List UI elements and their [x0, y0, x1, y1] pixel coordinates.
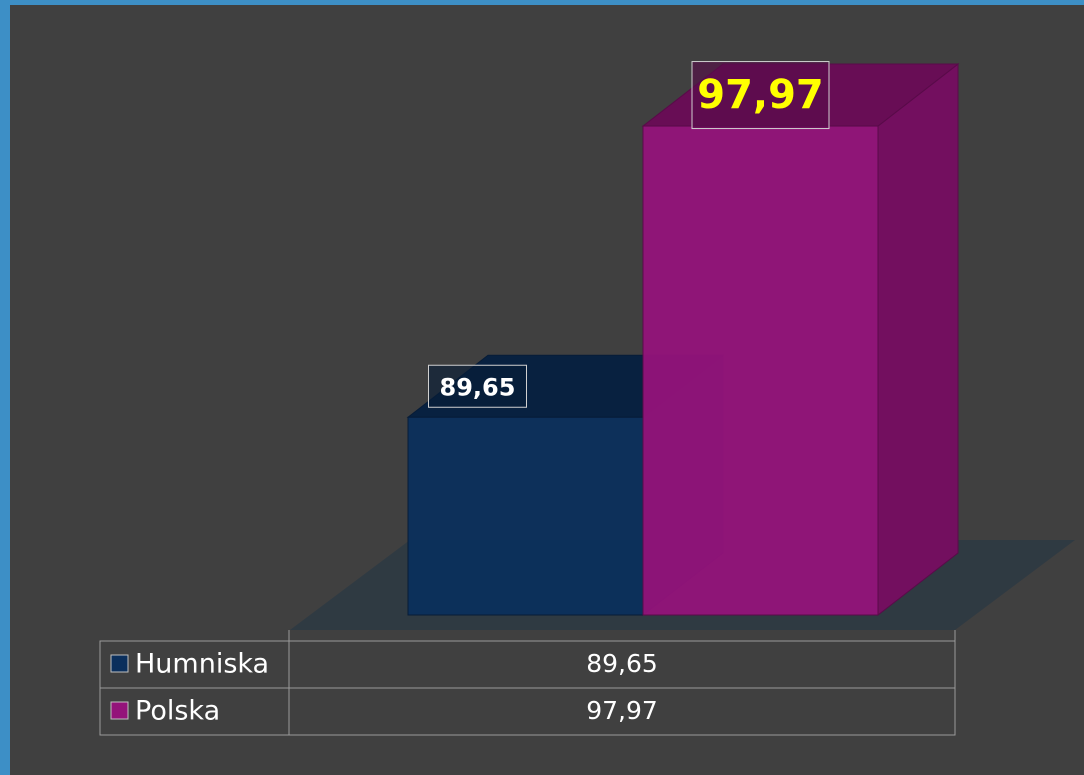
bar — [642, 125, 879, 616]
value-label-box — [691, 61, 830, 130]
value-label: 97,97 — [697, 72, 824, 118]
legend-label: Polska — [135, 696, 220, 727]
value-label-box — [428, 364, 527, 408]
legend-swatch — [110, 701, 129, 720]
legend-swatch — [110, 654, 129, 673]
data-table — [99, 630, 956, 736]
table-value: 89,65 — [586, 649, 658, 678]
bar-side — [877, 63, 959, 617]
table-value: 97,97 — [586, 696, 658, 725]
legend-label: Humniska — [135, 649, 269, 680]
bar — [407, 416, 644, 616]
value-label: 89,65 — [440, 373, 516, 401]
